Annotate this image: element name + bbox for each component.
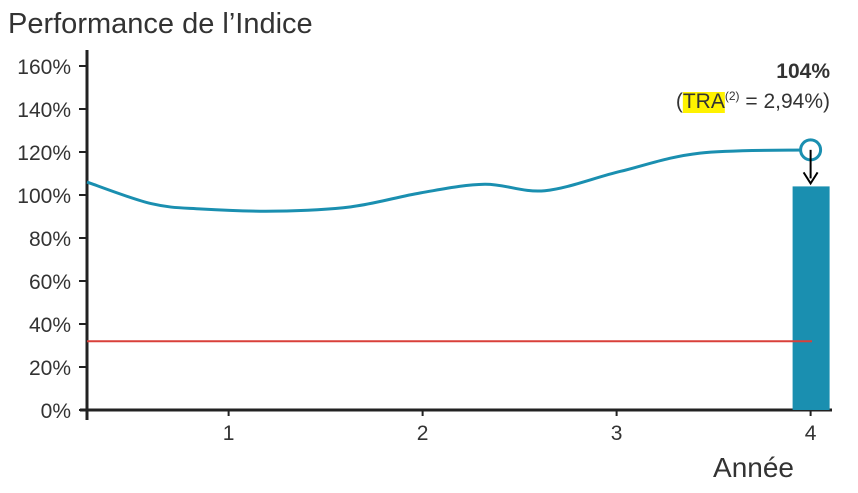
y-tick-label: 60% [29, 271, 71, 294]
y-tick-label: 160% [17, 56, 71, 79]
y-tick-label: 80% [29, 228, 71, 251]
annotation-rest: = 2,94%) [740, 90, 830, 113]
annotation-highlight: TRA [683, 90, 725, 113]
y-tick-label: 140% [17, 99, 71, 122]
highlight-box [682, 92, 725, 113]
annotation-superscript: (2) [725, 89, 740, 103]
chart-title: Performance de l’Indice [8, 8, 313, 40]
x-tick-label: 4 [805, 422, 817, 445]
bar-value-label: 104% [776, 60, 830, 83]
x-tick-label: 1 [223, 422, 235, 445]
annotation-open: ( [676, 90, 683, 113]
x-axis-label: Année [713, 452, 794, 483]
bar [792, 186, 830, 410]
y-tick-label: 0% [41, 400, 71, 423]
x-tick-label: 3 [611, 422, 623, 445]
x-tick-label: 2 [417, 422, 429, 445]
y-tick-label: 20% [29, 357, 71, 380]
y-tick-label: 120% [17, 142, 71, 165]
line-series [86, 148, 811, 213]
arrow-head [802, 171, 819, 186]
y-tick-label: 40% [29, 314, 71, 337]
annotation: (TRA(2) = 2,94%) [676, 89, 830, 113]
y-tick-label: 100% [17, 185, 71, 208]
